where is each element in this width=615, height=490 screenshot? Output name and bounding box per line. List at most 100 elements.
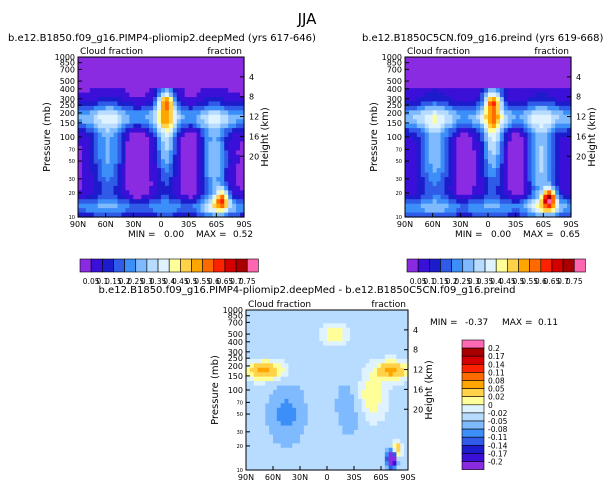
heatmap-cell xyxy=(249,394,255,400)
x-tick-label: 30N xyxy=(292,473,308,482)
heatmap-cell xyxy=(404,403,409,409)
heatmap-cell xyxy=(330,430,336,436)
heatmap-cell xyxy=(78,97,83,103)
heatmap-cell xyxy=(113,79,119,85)
heatmap-cell xyxy=(89,79,95,85)
heatmap-cell xyxy=(161,145,166,151)
p-tick-label: 500 xyxy=(228,330,243,339)
heatmap-cell xyxy=(125,128,130,134)
heatmap-cell xyxy=(476,79,481,85)
heatmap-cell xyxy=(129,61,134,67)
heatmap-cell xyxy=(85,185,91,191)
heatmap-cell xyxy=(350,363,355,369)
heatmap-cell xyxy=(488,105,493,111)
heatmap-cell xyxy=(448,137,454,143)
heatmap-cell xyxy=(307,376,313,382)
heatmap-cell xyxy=(404,421,409,427)
heatmap-cell xyxy=(369,327,374,333)
heatmap-cell xyxy=(432,194,438,200)
heatmap-cell xyxy=(257,327,263,333)
heatmap-cell xyxy=(172,137,178,143)
heatmap-cell xyxy=(405,181,410,187)
heatmap-cell xyxy=(192,190,198,196)
heatmap-cell xyxy=(311,350,317,356)
heatmap-cell xyxy=(334,358,340,364)
heatmap-cell xyxy=(172,212,178,218)
heatmap-cell xyxy=(157,172,162,178)
heatmap-cell xyxy=(176,110,182,116)
heatmap-cell xyxy=(405,57,410,63)
heatmap-cell xyxy=(495,79,501,85)
heatmap-cell xyxy=(531,159,537,165)
heatmap-cell xyxy=(220,141,225,147)
heatmap-cell xyxy=(307,381,313,387)
heatmap-cell xyxy=(350,336,355,342)
heatmap-cell xyxy=(319,412,324,418)
heatmap-cell xyxy=(511,145,517,151)
heatmap-cell xyxy=(448,101,454,107)
heatmap-cell xyxy=(296,372,301,378)
heatmap-cell xyxy=(157,212,162,218)
heatmap-cell xyxy=(357,416,363,422)
heatmap-cell xyxy=(495,194,501,200)
heatmap-cell xyxy=(381,367,386,373)
heatmap-cell xyxy=(240,150,245,156)
heatmap-cell xyxy=(551,119,556,125)
heatmap-cell xyxy=(180,128,186,134)
heatmap-cell xyxy=(261,438,266,444)
heatmap-cell xyxy=(342,398,347,404)
heatmap-cell xyxy=(535,150,540,156)
heatmap-cell xyxy=(204,208,210,214)
heatmap-cell xyxy=(511,172,517,178)
heatmap-cell xyxy=(373,425,378,431)
heatmap-cell xyxy=(460,172,465,178)
heatmap-cell xyxy=(543,154,548,160)
heatmap-cell xyxy=(89,123,95,129)
heatmap-cell xyxy=(81,203,87,209)
heatmap-cell xyxy=(315,425,320,431)
heatmap-cell xyxy=(133,128,138,134)
heatmap-cell xyxy=(204,105,210,111)
heatmap-cell xyxy=(288,381,293,387)
heatmap-cell xyxy=(157,150,162,156)
heatmap-cell xyxy=(334,394,340,400)
heatmap-cell xyxy=(531,172,537,178)
heatmap-cell xyxy=(319,434,324,440)
heatmap-cell xyxy=(484,70,489,76)
heatmap-cell xyxy=(117,212,123,218)
heatmap-cell xyxy=(488,114,493,120)
heatmap-cell xyxy=(220,74,225,80)
colorbar-swatch xyxy=(461,444,485,454)
heatmap-cell xyxy=(555,92,560,98)
heatmap-cell xyxy=(361,345,367,351)
heatmap-cell xyxy=(101,141,107,147)
heatmap-cell xyxy=(216,88,221,94)
heatmap-cell xyxy=(249,354,255,360)
heatmap-cell xyxy=(354,341,359,347)
heatmap-cell xyxy=(89,212,95,218)
heatmap-cell xyxy=(369,381,374,387)
heatmap-cell xyxy=(405,199,410,205)
colorbar-swatch xyxy=(451,258,464,273)
heatmap-cell xyxy=(531,61,537,67)
heatmap-cell xyxy=(97,101,103,107)
heatmap-cell xyxy=(440,132,446,138)
heatmap-cell xyxy=(404,318,409,324)
heatmap-cell xyxy=(420,137,426,143)
heatmap-cell xyxy=(460,105,465,111)
heatmap-cell xyxy=(381,430,386,436)
heatmap-cell xyxy=(396,336,401,342)
heatmap-cell xyxy=(334,430,340,436)
heatmap-cell xyxy=(145,132,150,138)
heatmap-cell xyxy=(547,128,552,134)
heatmap-cell xyxy=(280,372,286,378)
heatmap-cell xyxy=(265,376,270,382)
heatmap-cell xyxy=(388,367,394,373)
heatmap-cell xyxy=(523,150,529,156)
colorbar-swatch xyxy=(461,428,485,438)
heatmap-cell xyxy=(361,456,367,462)
heatmap-cell xyxy=(416,137,422,143)
heatmap-cell xyxy=(249,407,255,413)
heatmap-cell xyxy=(543,110,548,116)
heatmap-cell xyxy=(269,412,274,418)
